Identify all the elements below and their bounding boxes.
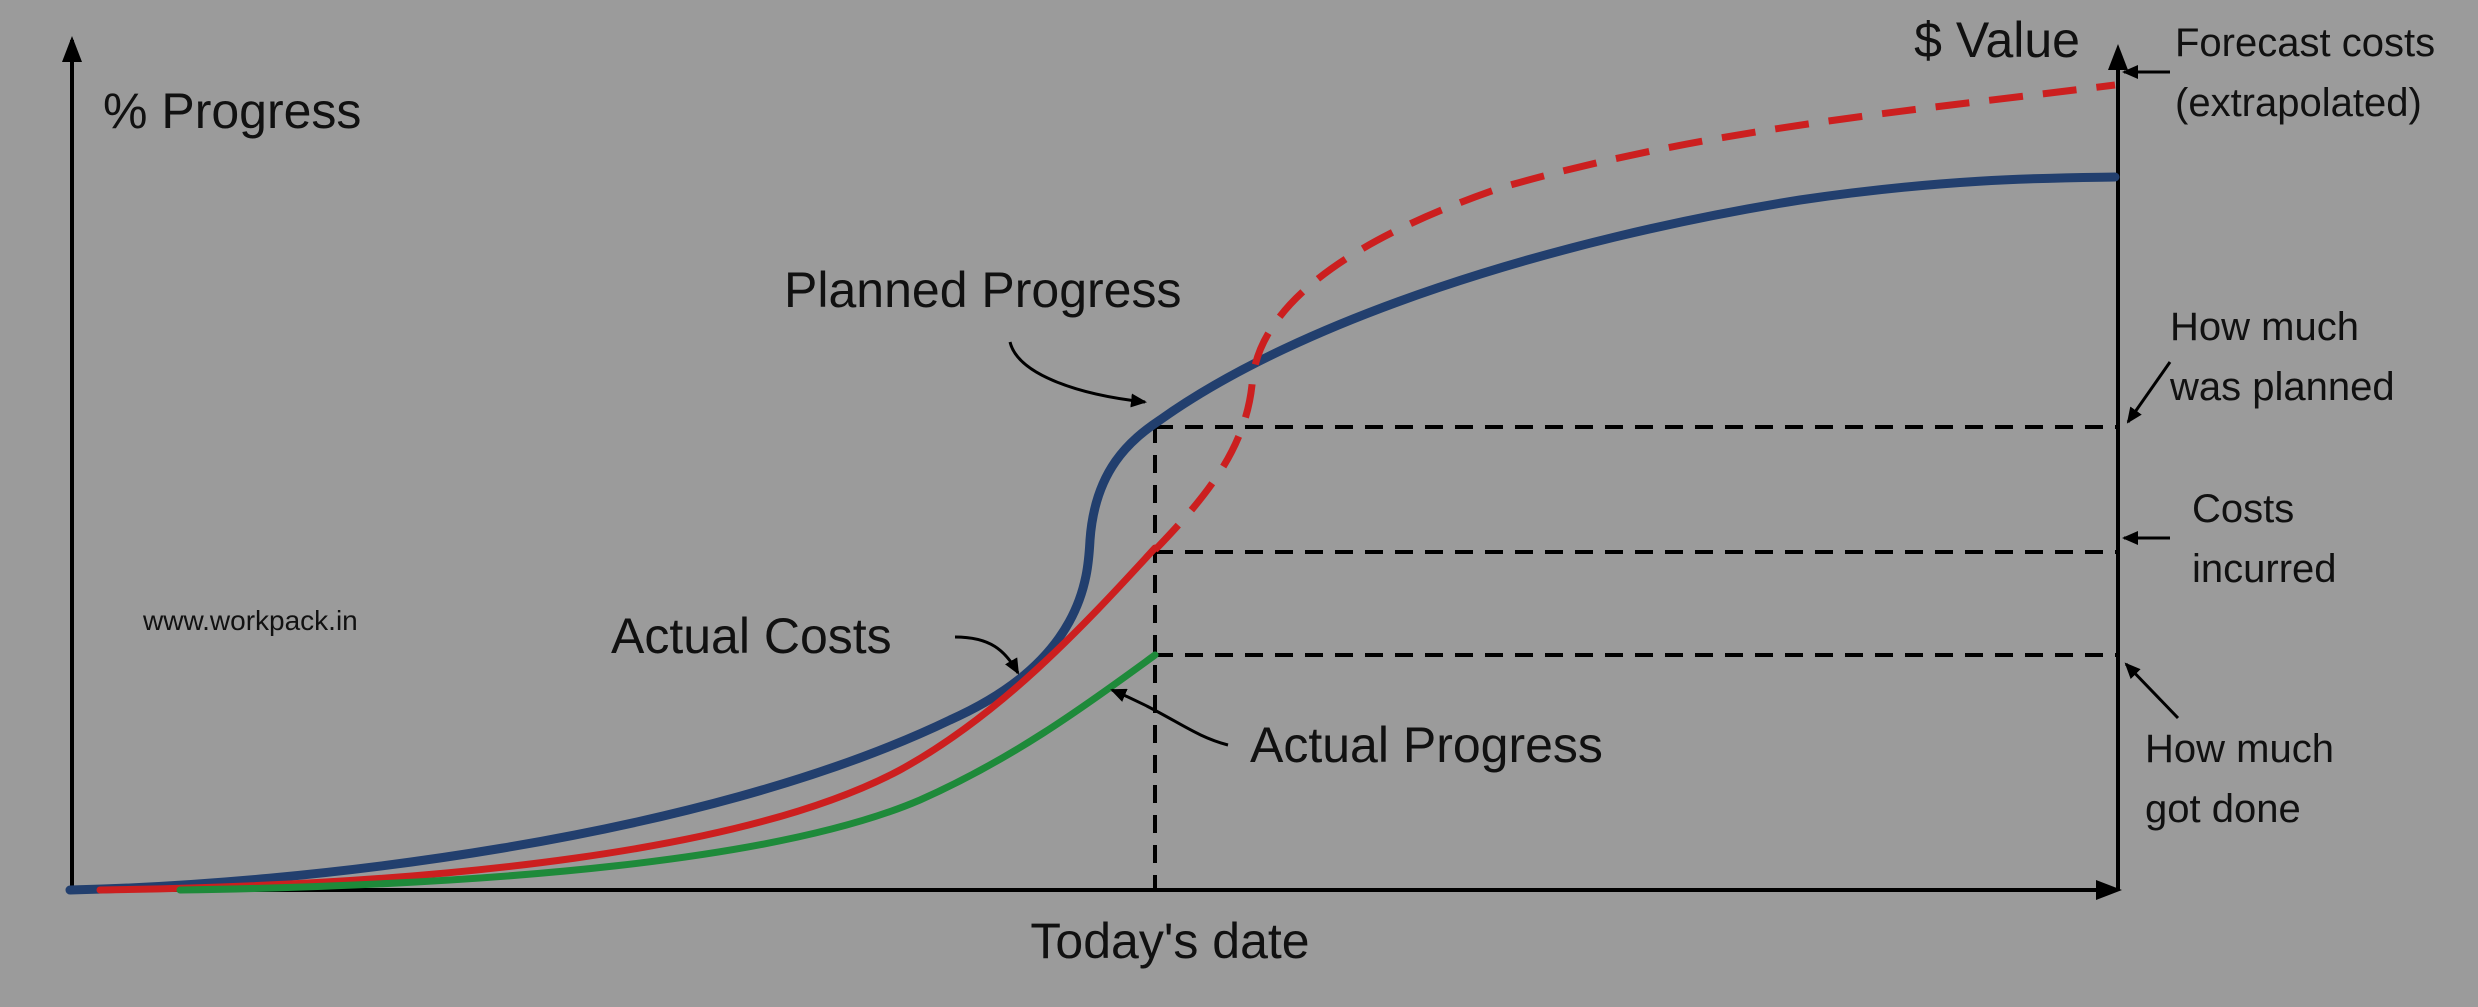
planned-progress-pointer-arrow <box>1008 341 1147 408</box>
done-annotation-line1: How much <box>2145 727 2334 771</box>
costs-annotation-line1: Costs <box>2192 487 2294 531</box>
actual-progress-label: Actual Progress <box>1250 717 1603 773</box>
actual-costs-label: Actual Costs <box>611 608 892 664</box>
actual-progress-curve <box>176 651 1159 894</box>
done-annotation-pointer-arrow <box>2124 662 2180 720</box>
planned-annotation-pointer-arrow <box>2126 361 2172 424</box>
costs-annotation-line2: incurred <box>2192 547 2337 591</box>
y-axis-left-arrow-icon <box>62 36 82 62</box>
planned-progress-curve <box>65 172 2120 895</box>
forecast-annotation-line1: Forecast costs <box>2175 21 2435 65</box>
done-annotation-line2: got done <box>2145 787 2301 831</box>
x-axis-arrow-icon <box>2096 880 2122 900</box>
forecast-annotation-line2: (extrapolated) <box>2175 81 2422 125</box>
watermark-text: www.workpack.in <box>142 605 358 636</box>
actual-costs-pointer-arrow <box>954 635 1020 675</box>
planned-annotation-line2: was planned <box>2169 365 2395 409</box>
y-axis-right-label: $ Value <box>1914 12 2080 68</box>
y-axis-right-arrow-icon <box>2108 44 2128 70</box>
actual-costs-curve <box>96 544 1159 894</box>
actual-progress-pointer-arrow <box>1110 688 1229 747</box>
x-axis-label: Today's date <box>1030 913 1309 969</box>
planned-progress-label: Planned Progress <box>784 262 1181 318</box>
planned-annotation-line1: How much <box>2170 305 2359 349</box>
y-axis-left-label: % Progress <box>103 83 361 139</box>
forecast-costs-dashed-curve <box>1152 81 2116 553</box>
